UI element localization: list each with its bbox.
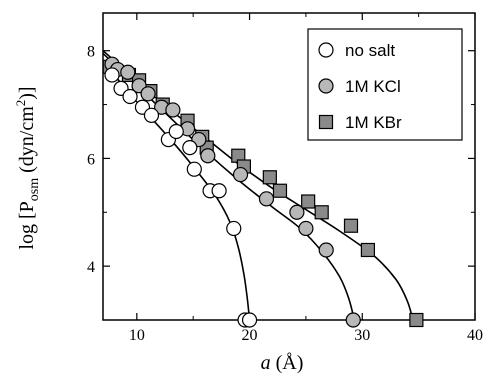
data-point xyxy=(314,205,329,220)
y-axis-title-superscript: 2 xyxy=(13,100,28,107)
ytitle-group: log [Posm (dyn/cm2)] xyxy=(13,86,42,249)
plot-frame xyxy=(102,12,476,321)
x-tick-label: 10 xyxy=(129,327,145,344)
x-axis-title-var: a xyxy=(261,352,271,374)
data-point xyxy=(289,204,305,220)
data-point xyxy=(258,191,275,207)
legend-label: no salt xyxy=(345,41,395,60)
data-point xyxy=(143,107,160,123)
legend-label: 1M KCl xyxy=(345,77,401,96)
legend-box xyxy=(307,28,463,141)
data-point xyxy=(104,67,120,83)
data-point xyxy=(360,242,376,258)
data-point xyxy=(186,161,202,177)
legend-label: 1M KBr xyxy=(345,113,402,132)
y-axis-title-subscript: osm xyxy=(27,178,42,201)
y-tick-label: 8 xyxy=(87,44,95,61)
data-point xyxy=(241,312,258,328)
data-point xyxy=(409,312,424,328)
legend-marker xyxy=(318,114,334,130)
data-point xyxy=(298,220,314,237)
legend-marker xyxy=(318,78,334,94)
legend-marker xyxy=(318,42,334,58)
legend: no salt 1M KCl 1M KBr xyxy=(307,28,463,141)
data-point xyxy=(168,123,184,140)
data-point xyxy=(120,64,136,80)
data-point xyxy=(272,183,288,198)
x-axis-title-unit: (Å) xyxy=(271,352,304,374)
data-point xyxy=(345,312,361,328)
data-point xyxy=(318,242,334,258)
x-tick-label: 40 xyxy=(467,327,483,344)
data-point xyxy=(232,166,249,183)
y-tick-label: 4 xyxy=(87,259,95,276)
data-point xyxy=(140,86,156,102)
y-axis-title: log [Posm (dyn/cm2)] xyxy=(13,86,42,249)
x-tick-label: 20 xyxy=(242,327,258,344)
x-axis-title: a (Å) xyxy=(261,352,304,374)
data-point xyxy=(165,102,181,118)
series-1 xyxy=(104,56,361,328)
y-axis-title-end: )] xyxy=(16,86,38,99)
data-point xyxy=(301,194,316,209)
x-tick-label: 30 xyxy=(354,327,370,344)
data-point xyxy=(226,220,242,237)
y-axis-title-unit: (dyn/cm xyxy=(16,106,38,178)
data-point xyxy=(200,148,216,164)
series-0 xyxy=(104,67,258,328)
data-point xyxy=(211,183,227,199)
y-tick-label: 6 xyxy=(87,151,95,168)
data-point xyxy=(182,140,198,156)
plot-area: 10 20 30 40 4 6 8 xyxy=(87,12,483,344)
data-point xyxy=(343,218,359,233)
data-point xyxy=(262,170,277,185)
data-point xyxy=(122,88,138,105)
